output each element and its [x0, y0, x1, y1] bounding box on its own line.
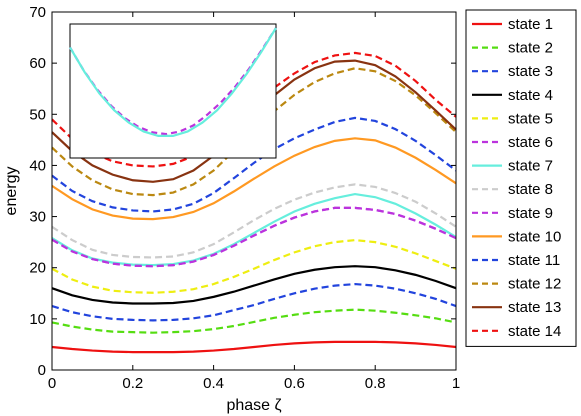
- x-tick-label: 0.4: [203, 375, 224, 392]
- legend-label: state 6: [508, 134, 553, 151]
- inset-series-line-2: [69, 27, 277, 137]
- series-line-5: [51, 238, 457, 294]
- x-tick-label: 1: [452, 375, 460, 392]
- inset-plot: [69, 23, 277, 159]
- legend-label: state 14: [508, 323, 561, 340]
- legend-box: [465, 9, 577, 347]
- y-tick-label: 0: [38, 362, 46, 379]
- axes-frame: [51, 11, 457, 371]
- legend-label: state 7: [508, 158, 553, 175]
- legend-label: state 8: [508, 181, 553, 198]
- x-tick-label: 0: [48, 375, 56, 392]
- legend-label: state 11: [508, 252, 560, 269]
- legend-label: state 1: [508, 16, 553, 33]
- y-tick-label: 60: [29, 55, 46, 72]
- series-line-10: [51, 137, 457, 221]
- series-line-2: [51, 308, 457, 334]
- y-tick-label: 70: [29, 4, 46, 21]
- legend-label: state 4: [508, 87, 553, 104]
- series-line-11: [51, 116, 457, 213]
- y-tick-label: 30: [29, 209, 46, 226]
- y-tick-label: 20: [29, 260, 46, 277]
- inset-frame: [69, 23, 277, 159]
- series-line-3: [51, 282, 457, 322]
- legend-label: state 12: [508, 276, 561, 293]
- legend: state 1 state 2 state 3 state 4 state 5 state…: [465, 9, 577, 347]
- x-axis-label: phase ζ: [226, 397, 281, 414]
- series-line-4: [51, 265, 457, 305]
- y-tick-label: 50: [29, 106, 46, 123]
- y-axis-label: energy: [3, 167, 20, 216]
- x-tick-label: 0.8: [365, 375, 386, 392]
- x-tick-label: 0.2: [122, 375, 143, 392]
- x-tick-label: 0.6: [284, 375, 305, 392]
- series-line-9: [51, 206, 457, 268]
- legend-label: state 10: [508, 228, 561, 245]
- legend-label: state 13: [508, 299, 561, 316]
- y-tick-label: 40: [29, 157, 46, 174]
- series-line-1: [51, 340, 457, 354]
- legend-label: state 2: [508, 40, 553, 57]
- series-line-12: [51, 67, 457, 197]
- legend-label: state 5: [508, 110, 553, 127]
- legend-label: state 9: [508, 205, 553, 222]
- legend-label: state 3: [508, 63, 553, 80]
- y-tick-label: 10: [29, 311, 46, 328]
